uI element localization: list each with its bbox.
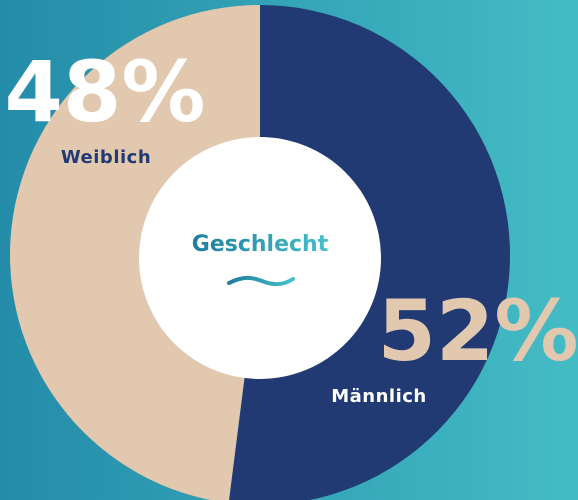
value-label: 52% [377,282,578,380]
category-label: Männlich [331,386,427,407]
chart-title: Geschlecht [192,232,329,257]
wave-decoration [227,275,295,287]
labels: 52% Männlich 48% Weiblich [4,43,578,407]
pie-slice [10,5,260,500]
value-label: 48% [4,43,205,141]
center-circle [139,137,381,379]
category-label: Weiblich [61,147,151,168]
